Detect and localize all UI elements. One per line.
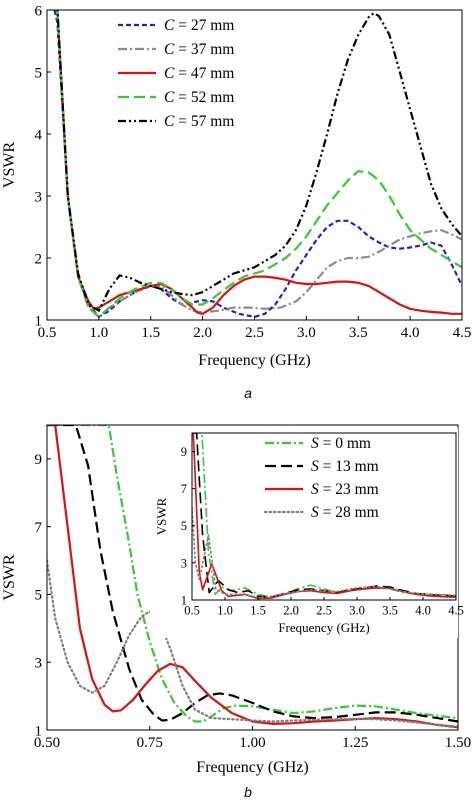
chart-b-x-tick-label: 0.75 <box>137 735 163 751</box>
chart-a-x-tick-label: 3.5 <box>349 325 368 341</box>
chart-b: 0.50 0.75 1.00 1.25 1.50 1 3 5 7 9 Frequency (GHz… <box>1 424 471 800</box>
chart-a-x-tick-label: 4.0 <box>401 325 420 341</box>
inset-x-tick-label: 2.0 <box>283 604 299 618</box>
chart-b-series-line-0 <box>47 425 458 723</box>
chart-b-legend-label-3: S = 28 mm <box>311 504 379 521</box>
chart-a-x-tick-label: 4.5 <box>453 325 472 341</box>
chart-b-x-tick-label: 0.50 <box>34 735 60 751</box>
inset-ticks: 0.5 1.0 1.5 2.0 2.5 3.0 3.5 4.0 4.5 1 3 5 7 9 <box>181 445 464 618</box>
inset-x-tick-label: 1.5 <box>250 604 266 618</box>
chart-b-legend: S = 0 mm S = 13 mm S = 23 mm S = 28 mm <box>263 435 379 521</box>
chart-a-y-tick-label: 4 <box>35 127 43 143</box>
inset-x-tick-label: 4.0 <box>415 604 431 618</box>
chart-b-x-tick-label: 1.25 <box>342 735 368 751</box>
chart-a-x-tick-label: 3.0 <box>297 325 316 341</box>
chart-a: 0.5 1.0 1.5 2.0 2.5 3.0 3.5 4.0 4.5 1 2 3 4 5 6 Freque… <box>1 3 472 401</box>
chart-a-x-tick-label: 0.5 <box>38 325 57 341</box>
chart-a-x-tick-label: 2.0 <box>193 325 212 341</box>
chart-a-caption: a <box>244 385 252 401</box>
chart-b-y-tick-label: 1 <box>35 723 43 739</box>
chart-a-legend-label-3: C = 52 mm <box>164 89 234 106</box>
inset-x-tick-label: 3.0 <box>349 604 365 618</box>
inset-x-tick-label: 2.5 <box>316 604 332 618</box>
inset-y-tick-label: 7 <box>181 482 187 496</box>
chart-a-series-line-4 <box>56 10 462 312</box>
inset-x-tick-label: 4.5 <box>448 604 464 618</box>
chart-b-legend-label-2: S = 23 mm <box>311 481 379 498</box>
inset-series-line-3 <box>192 506 456 599</box>
chart-a-legend-label-0: C = 27 mm <box>164 17 234 34</box>
chart-a-x-tick-label: 2.5 <box>245 325 264 341</box>
inset-series-group <box>192 433 456 600</box>
chart-a-series-group <box>53 10 462 318</box>
inset-y-tick-label: 9 <box>181 445 187 459</box>
chart-a-y-tick-label: 3 <box>35 189 43 205</box>
chart-a-series-line-3 <box>56 10 462 318</box>
chart-b-caption: b <box>244 784 252 800</box>
chart-b-y-axis-label: VSWR <box>1 554 18 601</box>
chart-b-x-tick-label: 1.50 <box>445 735 471 751</box>
chart-a-legend: C = 27 mm C = 37 mm C = 47 mm C = 52 mm C = … <box>118 17 234 130</box>
chart-b-y-tick-label: 5 <box>35 588 43 604</box>
chart-a-legend-label-1: C = 37 mm <box>164 41 234 58</box>
inset-x-tick-label: 3.5 <box>382 604 398 618</box>
chart-a-x-tick-label: 1.0 <box>90 325 109 341</box>
chart-b-y-tick-label: 9 <box>35 452 43 468</box>
chart-b-y-tick-label: 7 <box>35 520 43 536</box>
chart-a-ticks: 0.5 1.0 1.5 2.0 2.5 3.0 3.5 4.0 4.5 1 2 3 4 5 6 <box>35 3 472 341</box>
inset-x-tick-label: 0.5 <box>184 604 200 618</box>
inset-x-axis-label: Frequency (GHz) <box>278 620 369 635</box>
chart-b-y-tick-label: 3 <box>35 655 43 671</box>
inset-y-tick-label: 5 <box>181 519 187 533</box>
chart-a-y-tick-label: 5 <box>35 65 43 81</box>
chart-b-legend-label-0: S = 0 mm <box>311 435 371 452</box>
chart-b-series-group <box>47 425 458 729</box>
chart-a-y-axis-label: VSWR <box>1 142 18 189</box>
chart-b-inset: 0.5 1.0 1.5 2.0 2.5 3.0 3.5 4.0 4.5 1 3 5 7 9 Frequen… <box>150 428 464 638</box>
chart-b-ticks: 0.50 0.75 1.00 1.25 1.50 1 3 5 7 9 <box>34 452 471 751</box>
chart-a-x-axis-label: Frequency (GHz) <box>198 352 310 369</box>
chart-a-legend-label-2: C = 47 mm <box>164 65 234 82</box>
inset-y-tick-label: 1 <box>181 593 187 607</box>
inset-y-axis-label: VSWR <box>154 497 169 535</box>
inset-x-tick-label: 1.0 <box>217 604 233 618</box>
chart-a-series-line-1 <box>56 10 462 318</box>
chart-a-y-tick-label: 6 <box>35 3 43 19</box>
chart-a-y-tick-label: 1 <box>35 313 43 329</box>
chart-a-legend-label-4: C = 57 mm <box>164 113 234 130</box>
chart-b-series-line-3 <box>47 559 458 728</box>
inset-y-tick-label: 3 <box>181 556 187 570</box>
chart-a-x-tick-label: 1.5 <box>141 325 160 341</box>
chart-b-legend-label-1: S = 13 mm <box>311 458 379 475</box>
chart-a-series-line-0 <box>53 10 462 318</box>
chart-a-y-tick-label: 2 <box>35 251 43 267</box>
chart-b-series-line-1 <box>47 425 458 723</box>
inset-background <box>150 428 458 638</box>
chart-a-series-line-2 <box>56 10 462 315</box>
chart-b-x-axis-label: Frequency (GHz) <box>196 759 308 776</box>
chart-b-x-tick-label: 1.00 <box>239 735 265 751</box>
